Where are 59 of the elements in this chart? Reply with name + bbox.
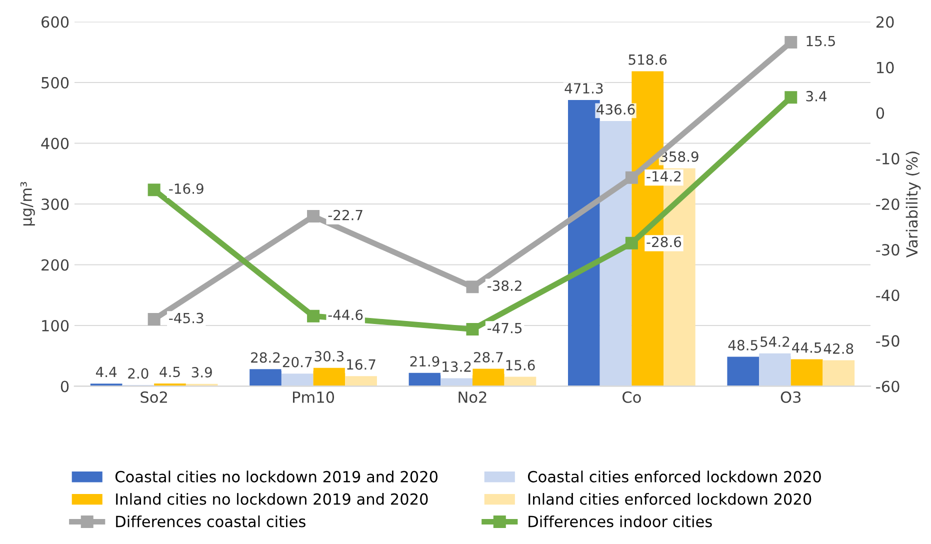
legend-label: Differences coastal cities [116, 515, 306, 528]
legend-label: Coastal cities enforced lockdown 2020 [528, 470, 821, 482]
data-label: -44.6 [328, 310, 363, 320]
data-label: -47.5 [487, 322, 522, 334]
y2-tick-label: -20 [876, 198, 900, 210]
y2-tick-label: -60 [876, 380, 900, 392]
legend-label: Differences indoor cities [528, 515, 712, 528]
data-label: 436.6 [596, 104, 635, 115]
x-tick-label: So2 [140, 391, 167, 403]
y2-tick-label: -50 [876, 335, 900, 347]
y2-tick-label: 20 [876, 16, 894, 28]
y-tick-label: 600 [42, 16, 69, 28]
legend-label: Coastal cities no lockdown 2019 and 2020 [115, 470, 438, 482]
data-label: -45.3 [169, 312, 204, 324]
data-label: -14.2 [646, 171, 681, 182]
data-label: -16.9 [169, 183, 204, 194]
data-label: 30.3 [314, 350, 344, 362]
y-tick-label: 300 [42, 198, 69, 210]
data-label: 16.7 [347, 359, 376, 370]
x-tick-label: No2 [458, 391, 486, 403]
data-label: 28.7 [474, 352, 503, 362]
y-tick-label: 0 [60, 380, 69, 392]
y-tick-label: 200 [42, 259, 69, 271]
data-label: 2.0 [128, 368, 148, 379]
data-label: 48.5 [728, 340, 758, 350]
x-tick-label: Pm10 [293, 391, 334, 403]
y2-tick-label: 0 [876, 107, 884, 119]
legend-label: Inland cities no lockdown 2019 and 2020 [116, 493, 428, 505]
y2-tick-label: 10 [877, 62, 894, 74]
data-label: 4.5 [160, 366, 180, 378]
data-label: 44.5 [792, 342, 822, 353]
data-label: 21.9 [410, 356, 440, 367]
data-label: 54.2 [760, 336, 790, 347]
data-label: 42.8 [824, 343, 854, 354]
data-label: -22.7 [328, 210, 362, 220]
y-tick-label: 400 [41, 138, 69, 150]
x-tick-label: Co [622, 391, 641, 403]
y-tick-label: 500 [42, 76, 69, 89]
legend-label: Inland cities enforced lockdown 2020 [528, 493, 812, 505]
x-tick-label: O3 [780, 391, 801, 403]
data-label: 28.2 [251, 352, 280, 363]
data-label: 3.4 [806, 90, 827, 102]
data-label: -38.2 [487, 280, 522, 291]
data-label: 358.9 [660, 151, 698, 162]
data-label: -28.6 [646, 236, 682, 248]
data-label: 4.4 [96, 366, 117, 378]
data-label: 471.3 [564, 83, 603, 94]
data-label: 518.6 [628, 54, 667, 65]
data-label: 3.9 [192, 367, 212, 378]
y2-axis-title: Variability (%) [906, 152, 921, 258]
y2-tick-label: -40 [876, 290, 900, 302]
data-label: 20.7 [282, 356, 312, 368]
y2-tick-label: -10 [876, 152, 900, 164]
data-label: 15.6 [506, 360, 535, 370]
y-axis-title: µg/m³ [20, 182, 35, 226]
y-tick-label: 100 [42, 320, 69, 332]
data-label: 15.5 [806, 36, 835, 46]
y2-tick-label: -30 [876, 244, 900, 256]
data-label: 13.2 [442, 361, 471, 372]
